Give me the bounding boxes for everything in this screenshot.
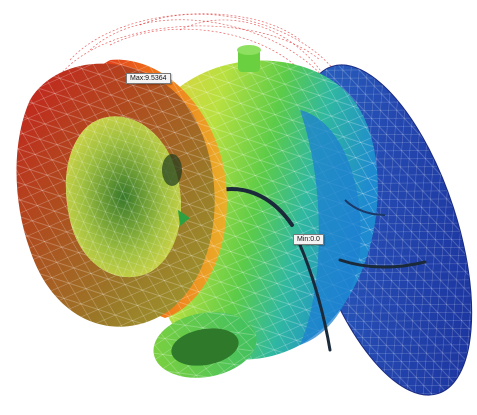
inlet-ring-face bbox=[16, 63, 215, 327]
max-value-label: Max:9.5364 bbox=[126, 73, 171, 84]
min-value-label: Min:0.0 bbox=[293, 234, 324, 245]
suction-stub bbox=[153, 312, 257, 378]
